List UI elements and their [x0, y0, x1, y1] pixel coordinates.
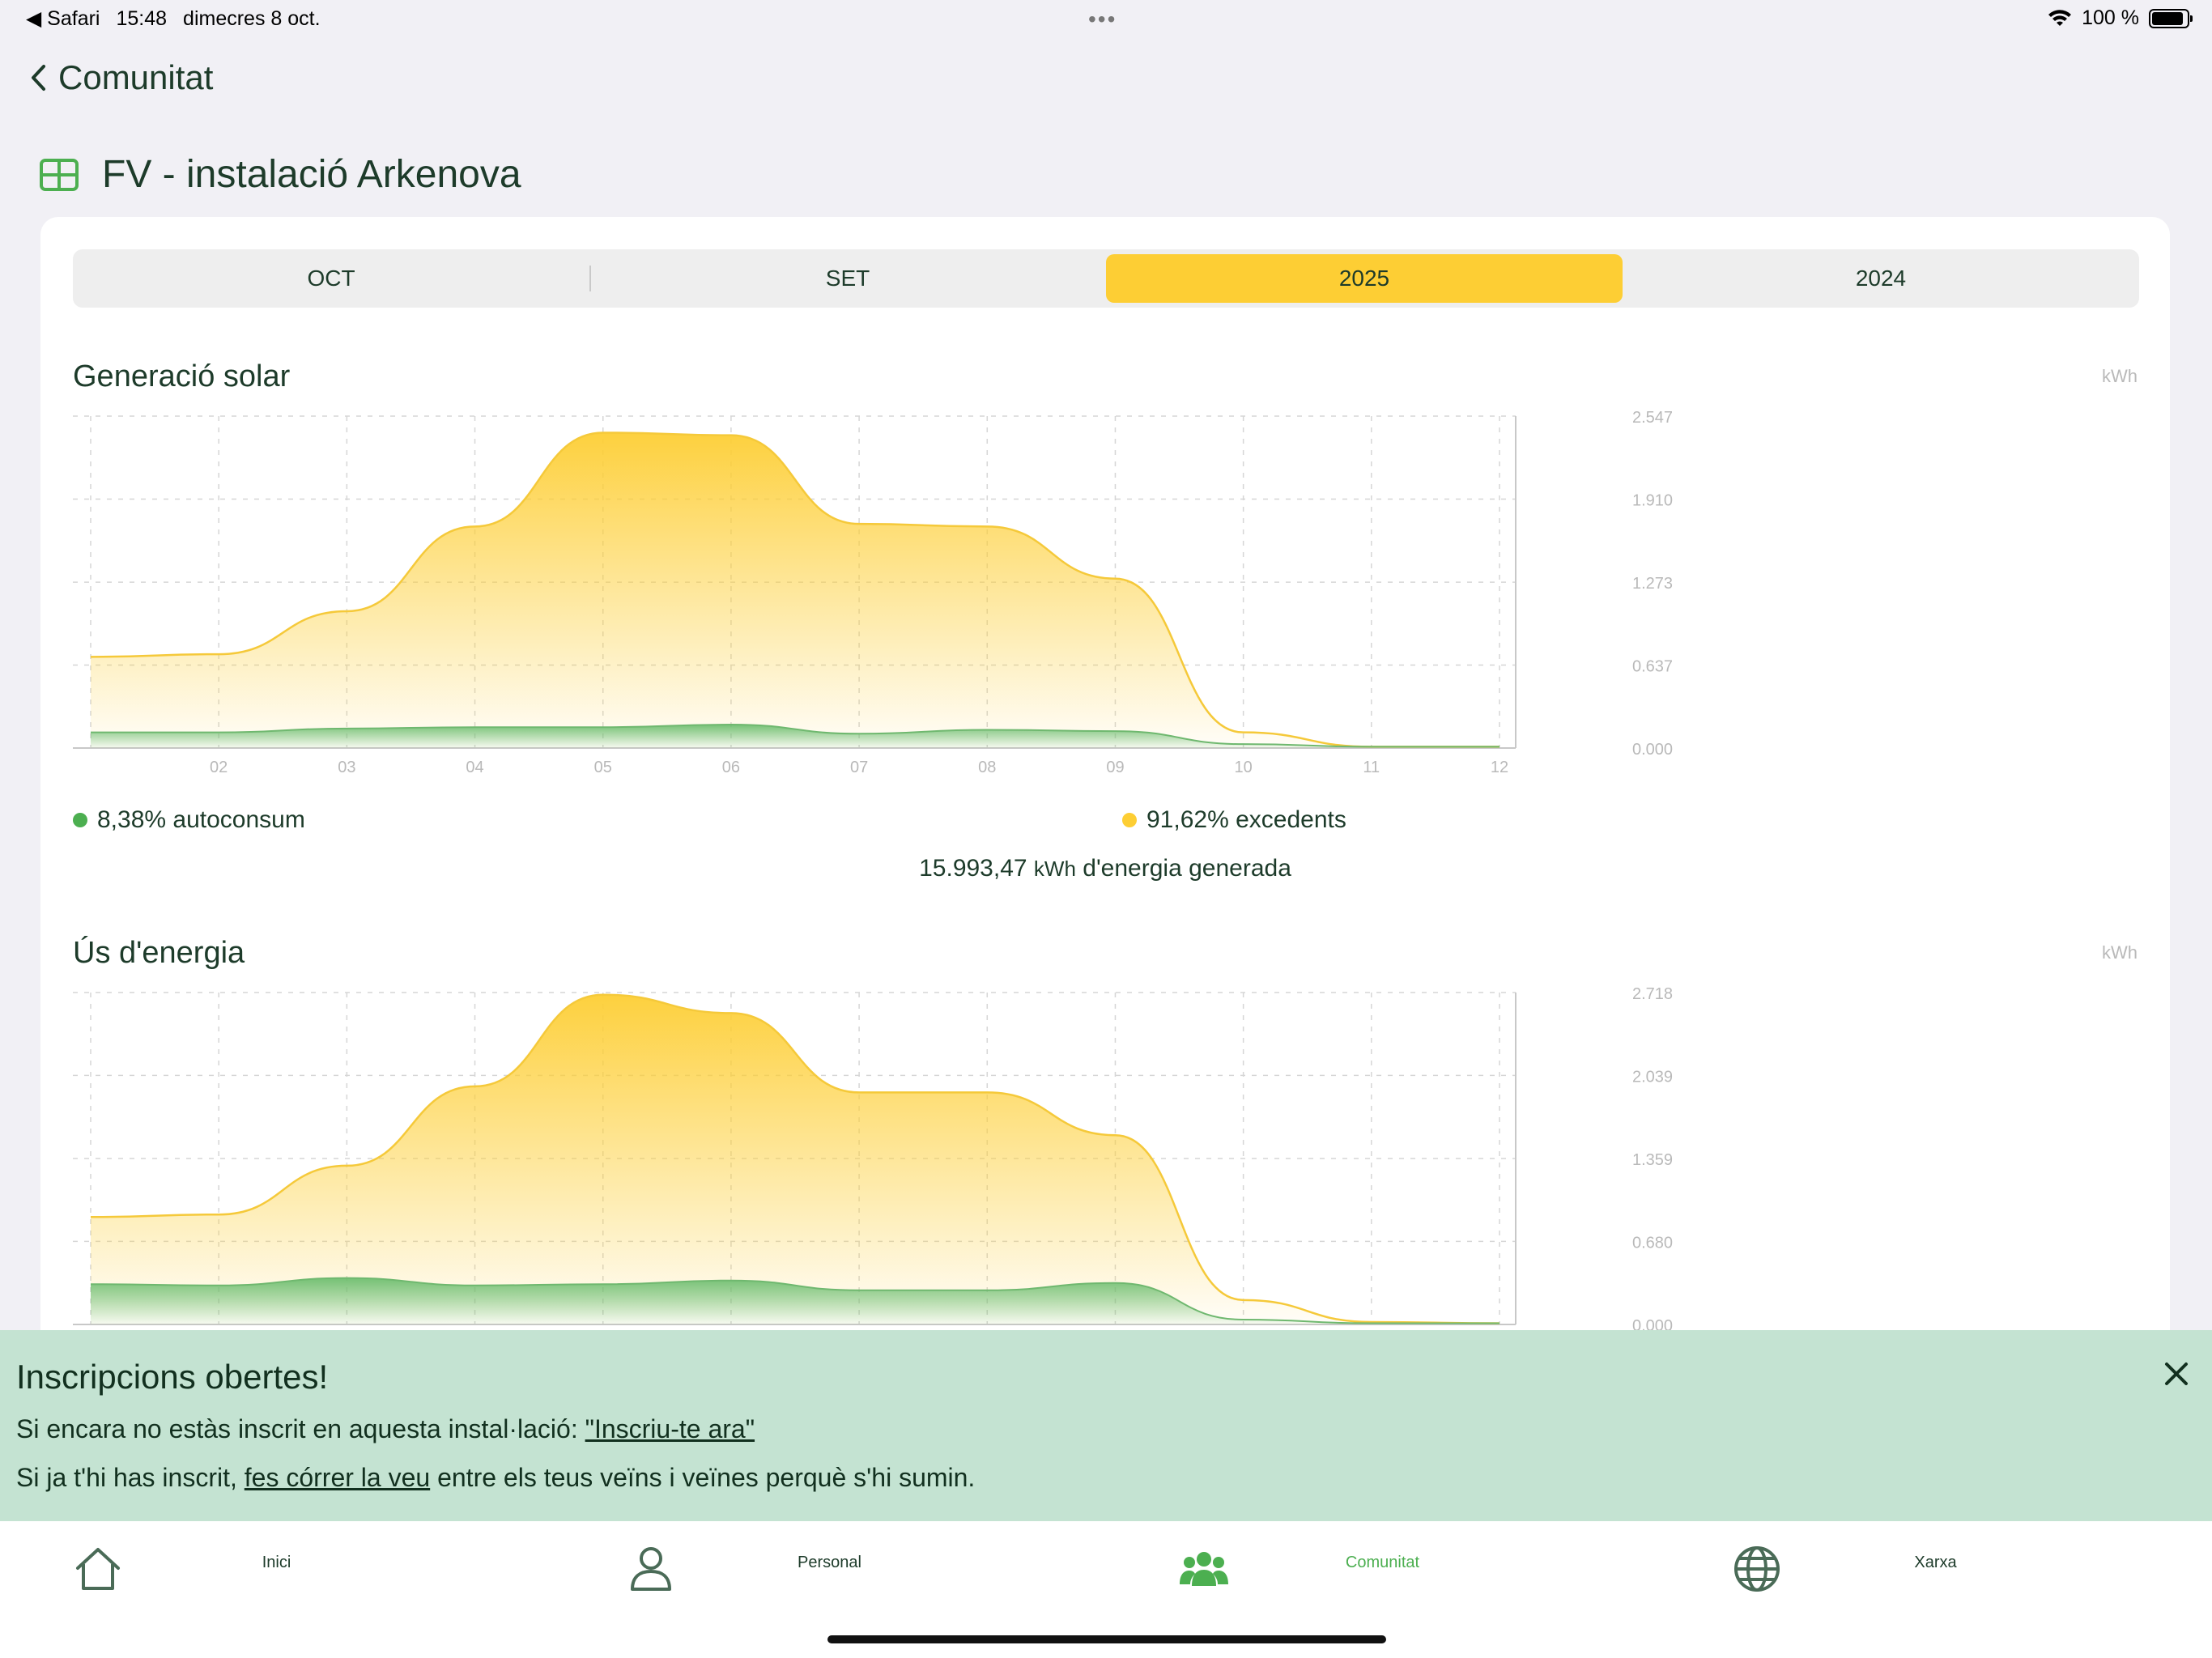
- y-tick-label: 2.718: [1632, 985, 1673, 1003]
- multitasking-dots-icon[interactable]: •••: [1088, 6, 1117, 32]
- green-dot-icon: [73, 813, 87, 827]
- home-indicator: [827, 1635, 1386, 1643]
- tab-label: Personal: [798, 1554, 861, 1571]
- page-header: FV - instalació Arkenova: [39, 152, 521, 197]
- status-bar: ◀ Safari 15:48 dimecres 8 oct. ••• 100 %: [0, 0, 2212, 39]
- solar-panel-icon: [40, 158, 79, 191]
- status-left: ◀ Safari 15:48 dimecres 8 oct.: [26, 6, 321, 31]
- community-icon: [1180, 1552, 1228, 1586]
- legend-label: 91,62% excedents: [1146, 806, 1346, 833]
- y-tick-label: 0.000: [1632, 741, 1673, 759]
- banner-title: Inscripcions obertes!: [16, 1358, 329, 1396]
- x-tick-label: 12: [1491, 759, 1508, 776]
- series-area-excedents: [91, 432, 1499, 748]
- x-tick-label: 08: [978, 759, 996, 776]
- globe-icon: [1734, 1546, 1780, 1592]
- x-tick-label: 05: [594, 759, 612, 776]
- y-tick-label: 2.039: [1632, 1068, 1673, 1086]
- battery-icon: [2149, 8, 2193, 28]
- tab-xarxa[interactable]: Xarxa: [1659, 1521, 2212, 1610]
- yellow-dot-icon: [1122, 813, 1137, 827]
- segment-label: 2025: [1338, 266, 1390, 291]
- segment-divider: [589, 266, 591, 291]
- y-tick-label: 0.680: [1632, 1234, 1673, 1252]
- tab-inici[interactable]: Inici: [0, 1521, 553, 1610]
- tab-comunitat[interactable]: Comunitat: [1106, 1521, 1659, 1610]
- status-time: 15:48: [116, 6, 168, 30]
- banner-text: Si ja t'hi has inscrit,: [16, 1463, 245, 1492]
- series-line-autoconsum: [91, 724, 1499, 748]
- chevron-left-icon: [32, 65, 45, 91]
- tab-label: Comunitat: [1345, 1554, 1420, 1571]
- tab-bar: Inici Personal Comunitat Xarxa: [0, 1521, 2212, 1658]
- generation-title: Generació solar: [73, 359, 291, 393]
- y-tick-label: 1.910: [1632, 492, 1673, 510]
- segment-label: SET: [825, 266, 870, 291]
- segment-oct[interactable]: OCT: [73, 254, 589, 303]
- x-tick-label: 11: [1363, 759, 1380, 776]
- x-tick-label: 06: [722, 759, 740, 776]
- segment-2024[interactable]: 2024: [1623, 254, 2139, 303]
- back-label: Comunitat: [58, 58, 214, 96]
- banner-line-1: Si encara no estàs inscrit en aquesta in…: [16, 1414, 755, 1444]
- segment-label: 2024: [1855, 266, 1907, 291]
- share-link[interactable]: fes córrer la veu: [244, 1463, 431, 1492]
- banner-text: entre els teus veïns i veïnes perquè s'h…: [430, 1463, 976, 1492]
- segment-2025[interactable]: 2025: [1106, 254, 1623, 303]
- banner-text: Si encara no estàs inscrit en aquesta in…: [16, 1414, 585, 1443]
- period-selector: OCT SET 2025 2024: [73, 249, 2139, 308]
- y-tick-label: 2.547: [1632, 409, 1673, 427]
- person-icon: [631, 1547, 671, 1591]
- segment-label: OCT: [307, 266, 355, 291]
- y-tick-label: 1.273: [1632, 575, 1673, 593]
- y-tick-label: 0.637: [1632, 657, 1673, 675]
- tab-label: Xarxa: [1914, 1554, 1957, 1571]
- status-right: 100 %: [2048, 6, 2193, 30]
- total-generated: 15.993,47 kWh d'energia generada: [40, 855, 2170, 882]
- page-title: FV - instalació Arkenova: [102, 153, 521, 196]
- series-line-excedents: [90, 432, 1499, 748]
- registration-banner: Inscripcions obertes! Si encara no estàs…: [0, 1330, 2212, 1521]
- x-tick-label: 03: [338, 759, 355, 776]
- legend-surplus: 91,62% excedents: [1122, 806, 1346, 834]
- total-value: 15.993,47: [919, 855, 1027, 882]
- legend-label: 8,38% autoconsum: [97, 806, 305, 833]
- series-area-autoconsum: [91, 1278, 1499, 1324]
- tab-personal[interactable]: Personal: [553, 1521, 1106, 1610]
- y-tick-label: 1.359: [1632, 1151, 1673, 1169]
- total-suffix: d'energia generada: [1083, 855, 1291, 882]
- banner-line-2: Si ja t'hi has inscrit, fes córrer la ve…: [16, 1463, 975, 1493]
- x-tick-label: 04: [466, 759, 483, 776]
- series-line-autoconsum: [90, 1277, 1499, 1324]
- generation-chart: 2.547 1.910 1.273 0.637 0.000 02 03 04 05 06 07 08 0…: [73, 409, 1673, 776]
- installation-card: OCT SET 2025 2024 Generació solar kWh 2.…: [40, 217, 2170, 1350]
- usage-unit: kWh: [2102, 942, 2138, 963]
- x-tick-label: 07: [850, 759, 868, 776]
- back-to-app[interactable]: ◀ Safari: [26, 7, 100, 30]
- generation-unit: kWh: [2102, 366, 2138, 386]
- tab-label: Inici: [262, 1554, 291, 1571]
- total-unit: kWh: [1033, 857, 1076, 881]
- x-tick-label: 09: [1106, 759, 1124, 776]
- legend-self-consumption: 8,38% autoconsum: [73, 806, 305, 834]
- x-tick-label: 10: [1235, 759, 1253, 776]
- home-icon: [76, 1548, 120, 1590]
- series-area-excedents: [91, 994, 1499, 1324]
- usage-title: Ús d'energia: [73, 936, 245, 970]
- close-icon[interactable]: [2160, 1358, 2193, 1390]
- series-line-excedents: [90, 993, 1500, 1324]
- wifi-icon: [2048, 9, 2072, 26]
- segment-set[interactable]: SET: [589, 254, 1106, 303]
- x-tick-label: 02: [210, 759, 228, 776]
- battery-percent: 100 %: [2082, 6, 2139, 29]
- status-date: dimecres 8 oct.: [183, 6, 321, 30]
- back-button[interactable]: Comunitat: [29, 58, 213, 97]
- series-area-autoconsum: [91, 725, 1499, 748]
- register-link[interactable]: "Inscriu-te ara": [585, 1414, 755, 1443]
